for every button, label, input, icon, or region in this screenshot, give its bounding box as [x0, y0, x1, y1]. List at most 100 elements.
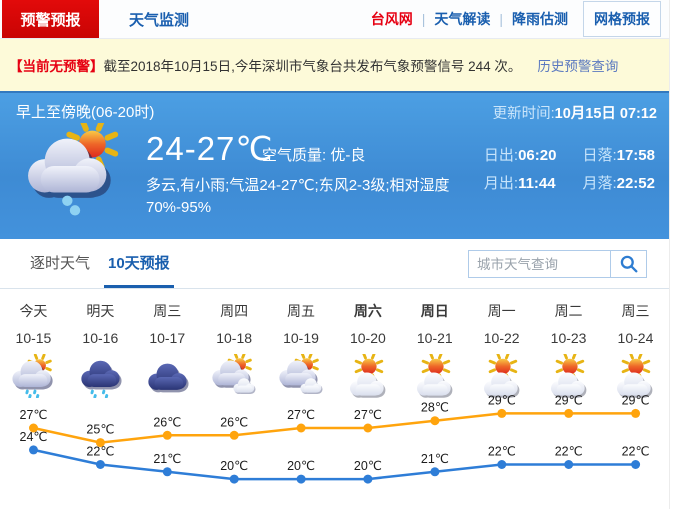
tab-weather-monitor[interactable]: 天气监测	[129, 11, 190, 29]
hero-icon	[28, 118, 119, 216]
forecast-weather-icon	[134, 354, 201, 398]
temp-line-高温	[33, 412, 636, 444]
forecast-period: 早上至傍晚(06-20时)	[16, 104, 155, 121]
forecast-date-label: 10-15	[15, 330, 52, 346]
temp-label: 21℃	[153, 452, 181, 466]
forecast-day-label: 周一	[487, 303, 516, 319]
top-nav: 预警预报 天气监测 台风网 | 天气解读 | 降雨估测 网格预报	[0, 0, 669, 39]
tab-ten-day-forecast[interactable]: 10天预报	[104, 239, 174, 288]
temp-label: 26℃	[153, 415, 181, 429]
tab-hourly-weather[interactable]: 逐时天气	[30, 255, 91, 272]
temp-point	[363, 423, 373, 433]
forecast-column-10-20: 周六 10-20	[334, 289, 401, 398]
forecast-date-label: 10-21	[416, 330, 453, 346]
nav-link-2[interactable]: 天气解读	[434, 11, 491, 27]
temp-point	[95, 460, 105, 469]
rain-icon	[81, 360, 122, 398]
nav-separator: |	[499, 11, 503, 27]
sun-moon-times: 日出:06:20 日落:17:58 月出:11:44 月落:22:52	[484, 144, 655, 193]
sun-moon-value: 06:20	[518, 147, 557, 164]
update-time-value: 10月15日 07:12	[554, 106, 657, 122]
forecast-date-label: 10-22	[483, 330, 520, 346]
temp-label: 29℃	[488, 393, 516, 407]
sun-moon-item-2: 日落:17:58	[582, 144, 655, 165]
temp-label: 22℃	[86, 445, 114, 459]
sunny-cloud-icon	[617, 354, 653, 398]
temp-label: 22℃	[555, 445, 583, 459]
forecast-day-label: 今天	[19, 303, 48, 319]
forecast-day-label: 明天	[86, 303, 115, 319]
forecast-day-label: 周三	[621, 303, 650, 319]
temp-point	[430, 467, 440, 477]
temp-point	[497, 460, 507, 469]
nav-link-4[interactable]: 网格预报	[583, 1, 661, 37]
forecast-column-10-24: 周三 10-24	[602, 289, 669, 398]
sun-clouds-icon	[279, 354, 323, 395]
temp-point	[29, 445, 38, 455]
temp-point	[95, 438, 105, 448]
temp-point	[296, 423, 306, 433]
city-search	[468, 250, 647, 278]
forecast-column-10-23: 周二 10-23	[535, 289, 602, 398]
temp-label: 26℃	[220, 415, 248, 429]
temp-point	[430, 416, 440, 426]
temp-label: 20℃	[354, 459, 382, 473]
sun-shower-icon	[12, 354, 54, 398]
temp-point	[229, 430, 239, 440]
sunny-cloud-icon	[550, 354, 586, 398]
forecast-weather-icon	[201, 354, 268, 398]
forecast-columns: 今天 10-15 明天 10-16 周三 10-17 周四 10-18 周五 10-19 周六 10-…	[0, 289, 669, 398]
temp-label: 27℃	[20, 408, 48, 422]
sun-moon-label: 月落:	[582, 175, 617, 192]
temp-label: 25℃	[86, 423, 114, 437]
sun-moon-value: 11:44	[518, 175, 556, 192]
forecast-column-10-22: 周一 10-22	[468, 289, 535, 398]
temp-point	[29, 423, 38, 433]
forecast-column-10-21: 周日 10-21	[401, 289, 468, 398]
update-time-label: 更新时间:	[492, 106, 555, 122]
sun-moon-label: 日出:	[483, 147, 519, 164]
overcast-icon	[148, 363, 189, 393]
tab-warning-forecast[interactable]: 预警预报	[2, 0, 99, 38]
temp-label: 21℃	[421, 452, 449, 466]
forecast-weather-icon	[268, 354, 335, 398]
temp-label: 20℃	[287, 459, 315, 473]
forecast-date-label: 10-24	[617, 330, 654, 346]
current-weather-icon	[24, 118, 126, 224]
update-time: 更新时间:10月15日 07:12	[493, 102, 657, 123]
temp-point	[497, 408, 507, 418]
history-warning-link[interactable]: 历史预警查询	[537, 59, 619, 74]
air-quality: 空气质量: 优-良	[262, 144, 365, 165]
temp-label: 27℃	[354, 408, 382, 422]
temp-point	[564, 460, 574, 469]
forecast-date-label: 10-20	[349, 330, 386, 346]
forecast-column-10-17: 周三 10-17	[134, 289, 201, 398]
temp-point	[229, 474, 239, 484]
nav-links: 台风网 | 天气解读 | 降雨估测 网格预报	[362, 0, 669, 38]
search-button[interactable]	[610, 250, 647, 278]
nav-link-1[interactable]: 台风网	[370, 11, 413, 27]
forecast-column-10-18: 周四 10-18	[201, 289, 268, 398]
alert-text: 截至2018年10月15日,今年深圳市气象台共发布气象预警信号 244 次。	[103, 59, 522, 74]
nav-link-3[interactable]: 降雨估测	[512, 11, 568, 27]
city-search-input[interactable]	[468, 250, 610, 278]
temp-label: 24℃	[20, 430, 48, 444]
nav-separator: |	[421, 11, 426, 27]
forecast-day-label: 周四	[220, 303, 249, 319]
forecast-day-label: 周六	[353, 303, 382, 319]
sunny-cloud-icon	[483, 354, 520, 398]
forecast-date-label: 10-16	[82, 330, 119, 346]
forecast-day-label: 周二	[554, 303, 583, 319]
no-warning-badge: 【当前无预警】	[9, 59, 104, 74]
temp-point	[162, 467, 172, 477]
forecast-day-label: 周五	[287, 303, 315, 319]
sun-moon-item-1: 日出:06:20	[484, 144, 557, 165]
search-icon	[620, 255, 637, 273]
forecast-column-10-16: 明天 10-16	[67, 289, 134, 398]
current-weather-panel: 早上至傍晚(06-20时) 更新时间:10月15日 07:12 24-27℃ 空…	[0, 91, 669, 239]
forecast-weather-icon	[602, 354, 669, 398]
temp-label: 29℃	[555, 393, 583, 407]
weather-description: 多云,有小雨;气温24-27℃;东风2-3级;相对湿度70%-95%	[146, 177, 450, 216]
temp-label: 29℃	[622, 393, 650, 407]
